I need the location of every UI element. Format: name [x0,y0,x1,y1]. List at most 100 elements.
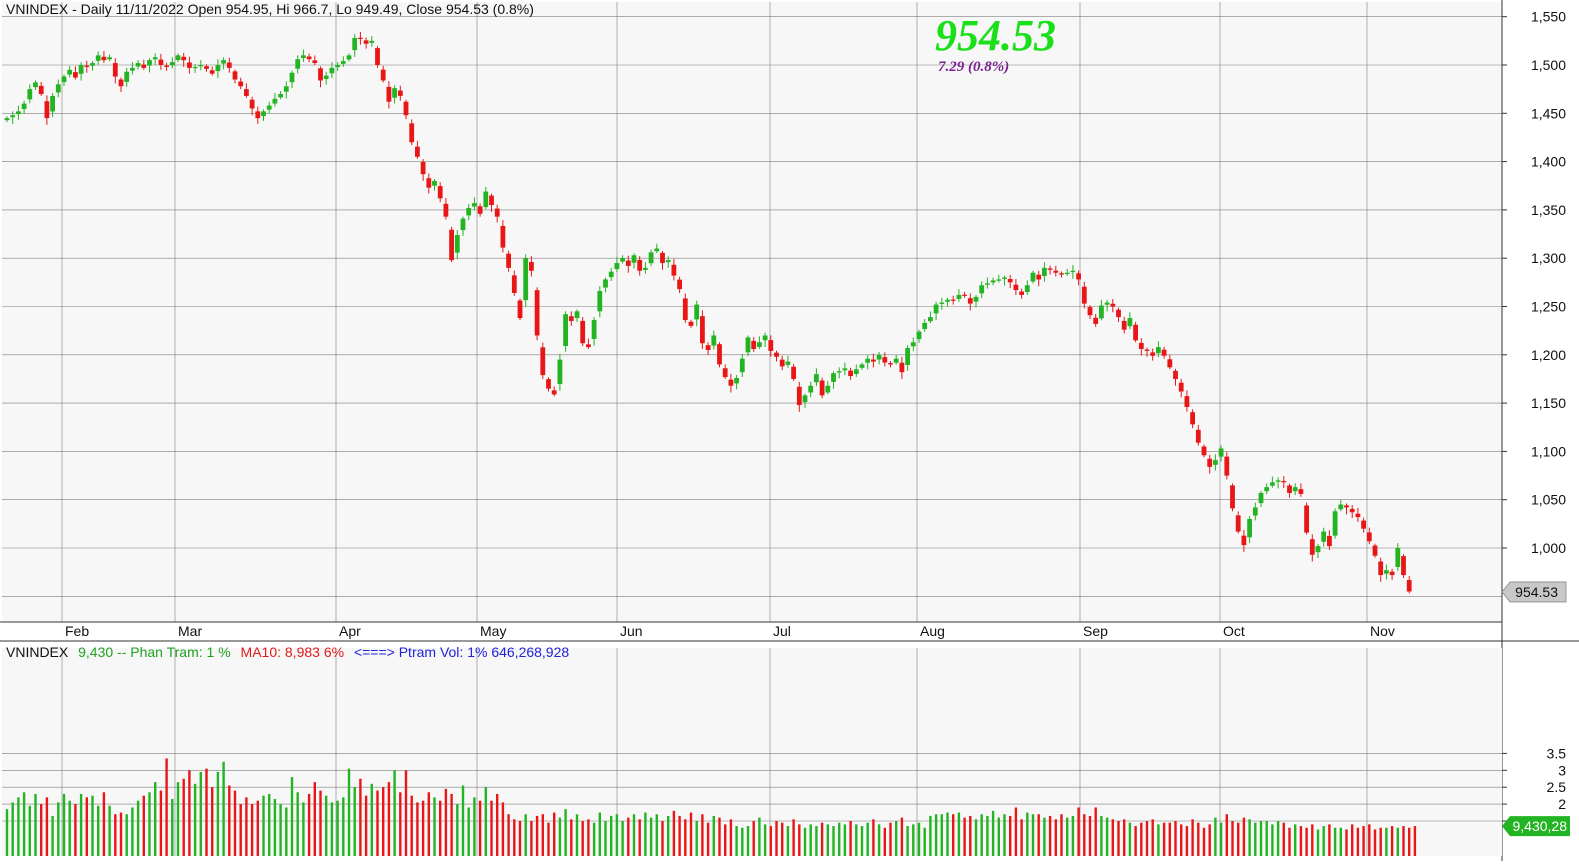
volume-bar [838,822,841,856]
volume-bar [1345,829,1348,856]
candle-body [369,40,375,43]
volume-bar [1088,815,1092,856]
volume-bar [176,782,180,856]
volume-bar [832,826,835,856]
candle-body [130,67,135,71]
candle-body [415,146,420,157]
candle-body [1190,412,1195,425]
candle-body [637,259,643,271]
candle-body [112,63,118,77]
month-label: Aug [920,623,945,639]
volume-bar [1339,827,1342,856]
candle-body [853,369,859,375]
volume-bar [501,802,505,856]
candle-body [643,267,648,270]
volume-bar [718,817,721,856]
volume-bar [22,792,26,856]
candle-body [238,81,244,87]
volume-bar [581,821,584,856]
candle-body [620,258,625,262]
candle-body [568,316,574,321]
volume-bar [1054,819,1057,856]
candle-body [346,55,352,60]
candle-body [192,66,198,69]
volume-bar [1413,826,1417,856]
volume-bar [553,812,556,856]
candle-body [375,48,380,65]
volume-bar [1248,819,1251,856]
volume-bar [171,799,174,856]
volume-bar [393,770,396,856]
candle-body [905,348,910,365]
candle-body [295,59,301,69]
volume-bar [860,826,864,856]
volume-bar [102,792,106,856]
candle-body [1384,570,1389,574]
candle-body [1292,487,1298,492]
candle-body [888,363,893,365]
volume-bar [598,812,601,856]
volume-bar [843,824,847,856]
candle-body [278,93,283,98]
candle-body [1150,352,1156,356]
candle-body [1104,302,1110,305]
candle-body [1264,487,1270,492]
volume-bar [1014,807,1018,856]
candle-body [825,385,831,393]
candle-body [221,60,226,64]
volume-bar [439,800,442,856]
volume-bar [1351,824,1354,856]
candle-body [358,37,363,39]
candle-body [1144,349,1150,351]
volume-bar [1168,822,1171,856]
volume-bar [79,793,83,856]
volume-bar [211,787,214,856]
candle-body [591,320,597,339]
candle-body [500,225,506,248]
volume-bar [114,814,117,856]
candle-body [1116,309,1121,318]
volume-bar [62,793,66,856]
volume-bar [735,826,738,856]
candle-body [1076,273,1081,280]
candle-body [124,71,130,82]
candle-body [318,68,323,81]
candle-body [1173,370,1178,379]
candle-body [283,86,289,92]
volume-bar [900,817,904,856]
volume-bar [290,777,294,856]
volume-bar [610,815,613,856]
volume-bar [296,792,299,856]
volume-bar [1299,826,1303,856]
volume-bar [547,822,550,856]
candle-body [1258,492,1264,504]
volume-bar [672,810,676,856]
candle-body [796,386,802,406]
volume-bar [1003,814,1006,856]
candle-body [1213,460,1218,465]
candle-body [836,371,842,373]
candle-body [1030,272,1036,282]
price-tick-label: 1,400 [1531,154,1566,170]
candle-body [301,55,306,59]
candle-body [779,359,785,367]
volume-bar [182,778,185,856]
volume-bar [142,795,145,856]
volume-bar [507,814,510,856]
volume-bar [912,824,915,856]
candle-body [1338,504,1344,510]
volume-bar [1071,815,1075,856]
candle-body [187,62,192,68]
candle-body [437,186,443,199]
candle-body [494,208,500,217]
volume-bar [262,795,265,856]
candle-body [842,368,848,371]
candle-body [1378,561,1384,576]
volume-bar [1356,827,1360,856]
candle-body [1315,546,1321,553]
volume-bar [1373,829,1377,856]
volume-bar [336,800,339,856]
candle-body [990,280,996,283]
volume-bar [1134,826,1137,856]
price-tick-label: 1,300 [1531,250,1566,266]
